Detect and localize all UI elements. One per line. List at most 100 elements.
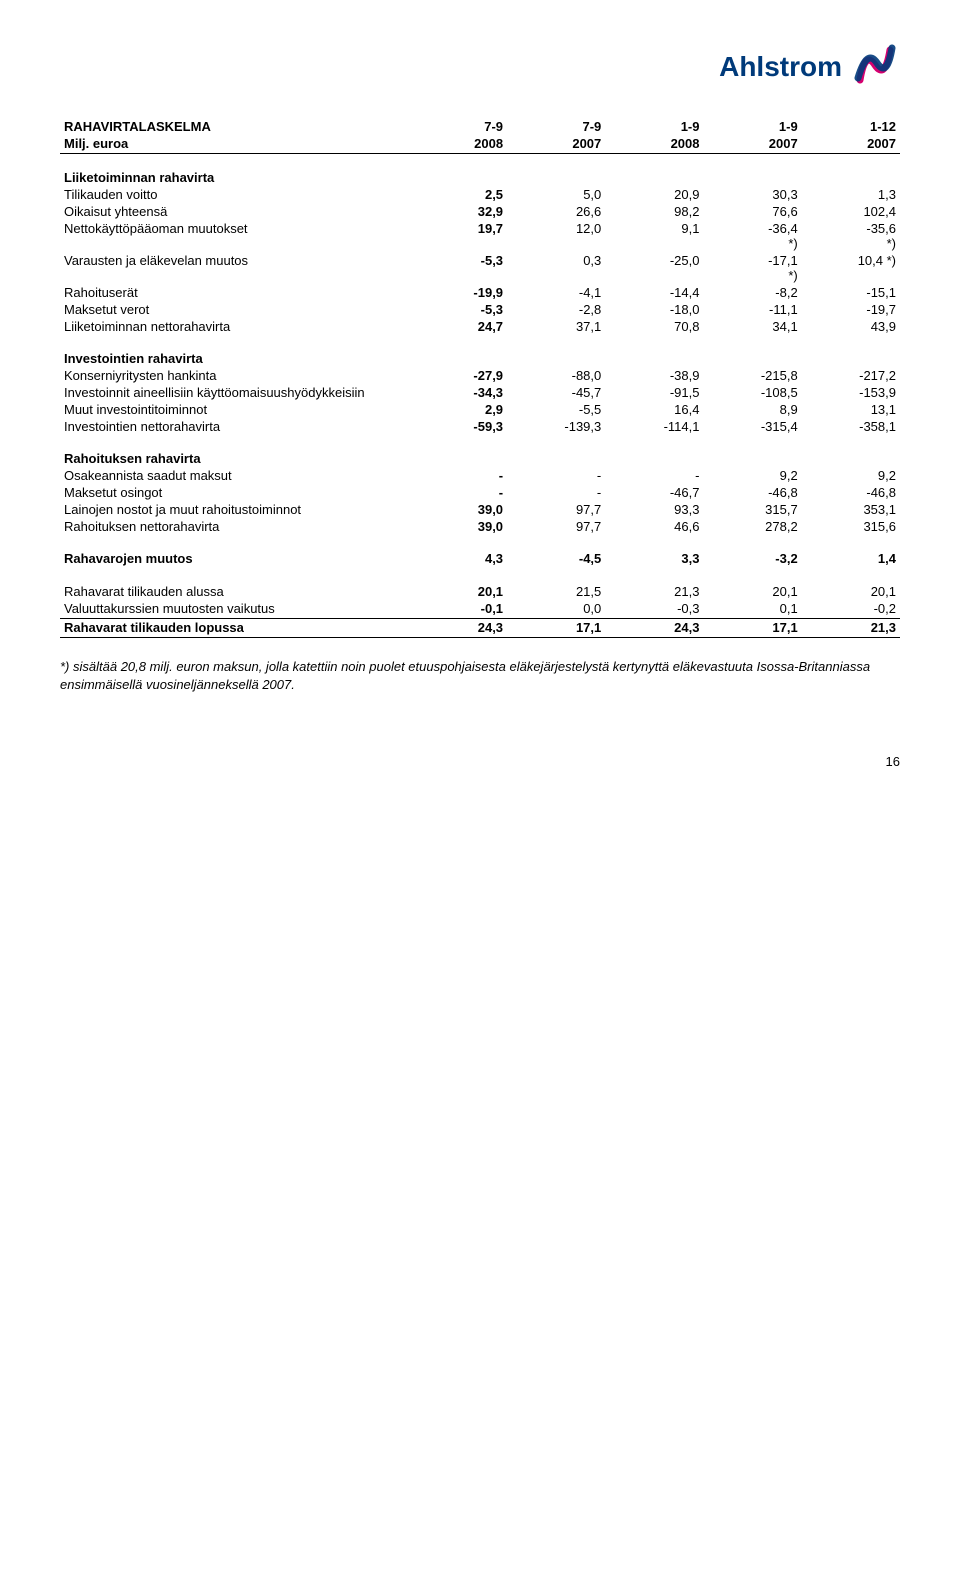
row-value: -46,7 — [605, 484, 703, 501]
section-3-title: Rahoituksen rahavirta — [60, 435, 900, 467]
row-value: 9,1 — [605, 220, 703, 252]
row-label: Investoinnit aineellisiin käyttöomaisuus… — [60, 384, 409, 401]
row-value: 21,3 — [605, 583, 703, 600]
row-value: -19,9 — [409, 284, 507, 301]
col-y-1: 2007 — [507, 135, 605, 152]
row-value: -2,8 — [507, 301, 605, 318]
row-label: Osakeannista saadut maksut — [60, 467, 409, 484]
section-1-row: Tilikauden voitto2,55,020,930,31,3 — [60, 186, 900, 203]
row-value: 46,6 — [605, 518, 703, 535]
row-value: -114,1 — [605, 418, 703, 435]
row-label: Nettokäyttöpääoman muutokset — [60, 220, 409, 252]
row-label: Rahoituserät — [60, 284, 409, 301]
row-value: -46,8 — [802, 484, 900, 501]
row-label: Maksetut verot — [60, 301, 409, 318]
row-value: -5,5 — [507, 401, 605, 418]
row-label: Tilikauden voitto — [60, 186, 409, 203]
row-value: 13,1 — [802, 401, 900, 418]
row-value: -25,0 — [605, 252, 703, 284]
row-value: 32,9 — [409, 203, 507, 220]
title-cell: RAHAVIRTALASKELMA — [60, 118, 409, 135]
row-value: -91,5 — [605, 384, 703, 401]
section-4-row: Valuuttakurssien muutosten vaikutus-0,10… — [60, 600, 900, 617]
row-value: -18,0 — [605, 301, 703, 318]
row-value: 0,0 — [507, 600, 605, 617]
section-3-row: Rahoituksen nettorahavirta39,097,746,627… — [60, 518, 900, 535]
row-value: 8,9 — [703, 401, 801, 418]
row-value: -17,1*) — [703, 252, 801, 284]
row-value: 21,5 — [507, 583, 605, 600]
row-label: Rahoituksen nettorahavirta — [60, 518, 409, 535]
col-h-4: 1-12 — [802, 118, 900, 135]
row-label: Oikaisut yhteensä — [60, 203, 409, 220]
row-value: 26,6 — [507, 203, 605, 220]
row-value: 1,3 — [802, 186, 900, 203]
row-label: Rahavarat tilikauden lopussa — [60, 619, 409, 637]
row-value: 34,1 — [703, 318, 801, 335]
divider-end — [60, 636, 900, 638]
row-value: 16,4 — [605, 401, 703, 418]
logo-bar: Ahlstrom — [60, 40, 900, 93]
row-value: -0,2 — [802, 600, 900, 617]
row-value: -27,9 — [409, 367, 507, 384]
col-y-4: 2007 — [802, 135, 900, 152]
section-1-row: Liiketoiminnan nettorahavirta24,737,170,… — [60, 318, 900, 335]
cash-flow-table: RAHAVIRTALASKELMA 7-9 7-9 1-9 1-9 1-12 M… — [60, 118, 900, 638]
row-label: Muut investointitoiminnot — [60, 401, 409, 418]
section-4-title-row: Rahavarojen muutos 4,3 -4,5 3,3 -3,2 1,4 — [60, 535, 900, 567]
row-value: 5,0 — [507, 186, 605, 203]
row-value: 19,7 — [409, 220, 507, 252]
col-h-1: 7-9 — [507, 118, 605, 135]
row-value: - — [605, 467, 703, 484]
row-value: -14,4 — [605, 284, 703, 301]
row-label: Varausten ja eläkevelan muutos — [60, 252, 409, 284]
row-value: 76,6 — [703, 203, 801, 220]
row-value: 37,1 — [507, 318, 605, 335]
row-value: -108,5 — [703, 384, 801, 401]
row-value: 315,6 — [802, 518, 900, 535]
row-value: -19,7 — [802, 301, 900, 318]
row-label: Rahavarat tilikauden alussa — [60, 583, 409, 600]
section-4-row: Rahavarat tilikauden lopussa24,317,124,3… — [60, 619, 900, 637]
row-value: -139,3 — [507, 418, 605, 435]
col-h-3: 1-9 — [703, 118, 801, 135]
row-value: -59,3 — [409, 418, 507, 435]
row-value: -5,3 — [409, 301, 507, 318]
row-value: 24,7 — [409, 318, 507, 335]
row-value: 70,8 — [605, 318, 703, 335]
section-3-row: Lainojen nostot ja muut rahoitustoiminno… — [60, 501, 900, 518]
row-value: 20,1 — [802, 583, 900, 600]
col-h-0: 7-9 — [409, 118, 507, 135]
row-value: 315,7 — [703, 501, 801, 518]
row-value: - — [409, 467, 507, 484]
col-y-3: 2007 — [703, 135, 801, 152]
section-1-title: Liiketoiminnan rahavirta — [60, 154, 900, 187]
row-value: -88,0 — [507, 367, 605, 384]
section-1-row: Rahoituserät-19,9-4,1-14,4-8,2-15,1 — [60, 284, 900, 301]
row-value: -0,3 — [605, 600, 703, 617]
row-value: -11,1 — [703, 301, 801, 318]
row-value: 20,1 — [703, 583, 801, 600]
section-2-row: Konserniyritysten hankinta-27,9-88,0-38,… — [60, 367, 900, 384]
row-label: Konserniyritysten hankinta — [60, 367, 409, 384]
header-row-1: RAHAVIRTALASKELMA 7-9 7-9 1-9 1-9 1-12 — [60, 118, 900, 135]
row-value: -34,3 — [409, 384, 507, 401]
row-value: -8,2 — [703, 284, 801, 301]
row-value: 24,3 — [605, 619, 703, 637]
row-value: 20,1 — [409, 583, 507, 600]
row-value: - — [507, 484, 605, 501]
logo-text: Ahlstrom — [719, 51, 842, 83]
row-value: -358,1 — [802, 418, 900, 435]
section-2-row: Muut investointitoiminnot2,9-5,516,48,91… — [60, 401, 900, 418]
row-value: -153,9 — [802, 384, 900, 401]
row-label: Liiketoiminnan nettorahavirta — [60, 318, 409, 335]
spacer — [60, 567, 900, 583]
section-1-row: Oikaisut yhteensä32,926,698,276,6102,4 — [60, 203, 900, 220]
section-2-title: Investointien rahavirta — [60, 335, 900, 367]
row-label: Maksetut osingot — [60, 484, 409, 501]
row-value: - — [409, 484, 507, 501]
section-4-row: Rahavarat tilikauden alussa20,121,521,32… — [60, 583, 900, 600]
row-value: 17,1 — [507, 619, 605, 637]
col-h-2: 1-9 — [605, 118, 703, 135]
row-value: 0,3 — [507, 252, 605, 284]
